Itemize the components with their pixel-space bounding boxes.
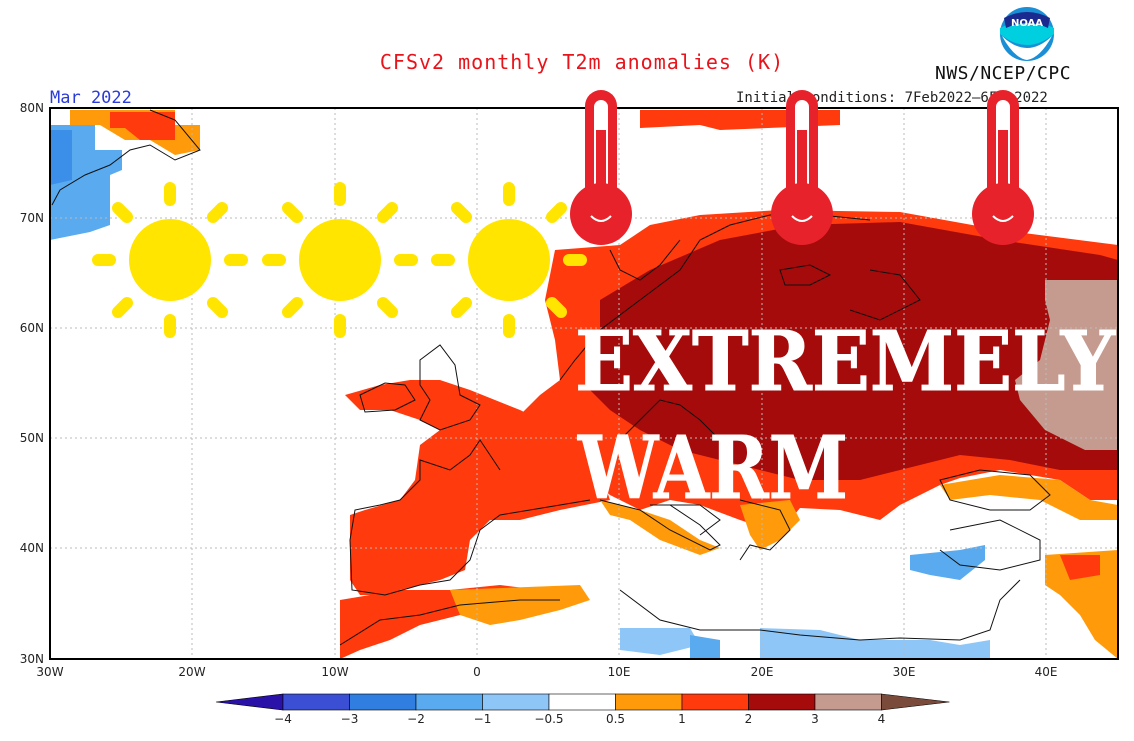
colorbar-bin xyxy=(282,693,350,711)
overlay-extremely: EXTREMELY xyxy=(575,314,1116,410)
cool-anomaly-region xyxy=(690,635,720,659)
sun-icon xyxy=(92,182,248,338)
colorbar-bin xyxy=(548,693,616,711)
warm-anomaly-region xyxy=(345,380,610,595)
colorbar-tick-label: −0.5 xyxy=(534,712,563,726)
lon-label: 0 xyxy=(473,665,481,679)
warm-anomaly-region xyxy=(590,222,1118,480)
thermometer-icon xyxy=(570,90,632,245)
colorbar-arrow-high xyxy=(881,693,950,711)
agency-label: NWS/NCEP/CPC xyxy=(935,63,1072,84)
colorbar-bin xyxy=(482,693,550,711)
colorbar-tick-label: 0.5 xyxy=(606,712,625,726)
cool-anomaly-region xyxy=(760,628,990,659)
colorbar-bin xyxy=(748,693,816,711)
thermometer-icon xyxy=(771,90,833,245)
colorbar-arrow-low xyxy=(215,693,284,711)
lat-label: 40N xyxy=(20,541,44,555)
lon-label: 30W xyxy=(36,665,63,679)
colorbar-tick-label: 3 xyxy=(811,712,819,726)
cool-anomaly-region xyxy=(910,545,985,580)
overlay-warm: WARM xyxy=(577,418,848,519)
warm-anomaly-region xyxy=(110,112,175,140)
colorbar-bin xyxy=(814,693,882,711)
lat-label: 50N xyxy=(20,431,44,445)
warm-anomaly-region xyxy=(1060,555,1100,580)
forecast-month: Mar 2022 xyxy=(50,88,132,108)
lat-label: 60N xyxy=(20,321,44,335)
colorbar-bin xyxy=(415,693,483,711)
warm-anomaly-region xyxy=(1045,550,1118,659)
lon-label: 10W xyxy=(321,665,348,679)
colorbar-tick-label: 2 xyxy=(745,712,753,726)
colorbar-tick-label: 4 xyxy=(878,712,886,726)
warm-anomaly-region xyxy=(450,585,590,625)
lon-label: 10E xyxy=(608,665,631,679)
lat-label: 70N xyxy=(20,211,44,225)
lon-label: 40E xyxy=(1035,665,1058,679)
extreme-anomaly-region xyxy=(1015,280,1118,450)
anomaly-fields xyxy=(50,110,1118,659)
warm-anomaly-region xyxy=(940,475,1118,520)
cool-anomaly-region xyxy=(620,628,700,655)
noaa-logo-text: NOAA xyxy=(1011,18,1043,29)
colorbar-tick-label: −3 xyxy=(341,712,359,726)
colorbar-tick-label: −2 xyxy=(407,712,425,726)
colorbar-bin xyxy=(681,693,749,711)
colorbar-tick-label: −4 xyxy=(274,712,292,726)
lon-label: 30E xyxy=(893,665,916,679)
colorbar-bin xyxy=(615,693,683,711)
map-title: CFSv2 monthly T2m anomalies (K) xyxy=(379,50,785,74)
sun-icon xyxy=(262,182,418,338)
noaa-logo: NOAA xyxy=(1000,7,1054,61)
longitude-labels: 30W 20W 10W 0 10E 20E 30E 40E xyxy=(36,665,1057,679)
warm-anomaly-region xyxy=(600,500,720,555)
lon-label: 20W xyxy=(178,665,205,679)
lon-label: 20E xyxy=(751,665,774,679)
sun-icon xyxy=(431,182,587,338)
latitude-labels: 80N 70N 60N 50N 40N 30N xyxy=(20,101,44,666)
colorbar-bin xyxy=(349,693,417,711)
map-frame xyxy=(49,107,1119,660)
thermometer-icon xyxy=(972,90,1034,245)
colorbar-tick-label: −1 xyxy=(474,712,492,726)
cool-anomaly-region xyxy=(50,130,72,185)
lat-label: 80N xyxy=(20,101,44,115)
colorbar-tick-label: 1 xyxy=(678,712,686,726)
lat-label: 30N xyxy=(20,652,44,666)
warm-anomaly-region xyxy=(740,500,800,550)
